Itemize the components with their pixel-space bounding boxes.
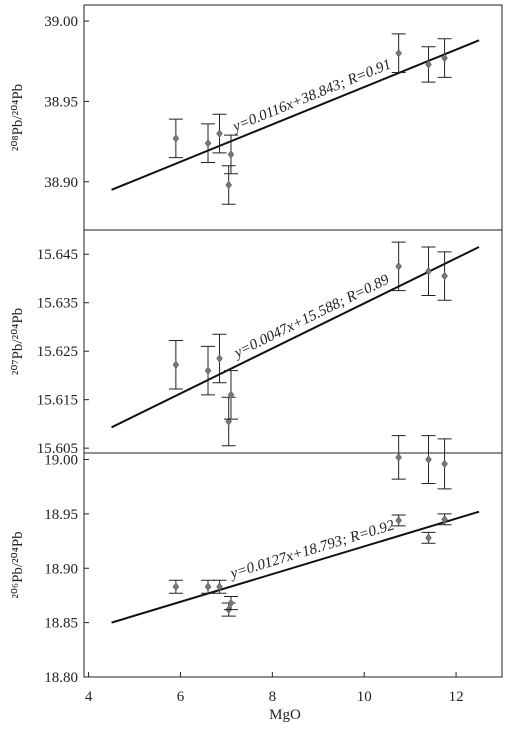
y-tick-label: 15.615 <box>37 393 78 409</box>
y-tick-label: 18.80 <box>44 670 78 686</box>
fit-line <box>111 246 480 429</box>
y-tick-label: 15.605 <box>37 441 78 457</box>
plot-frame <box>83 229 503 454</box>
data-point <box>425 533 432 543</box>
y-tick-label: 18.85 <box>44 616 78 632</box>
data-point <box>204 366 212 376</box>
fit-annotation: y=0.0127x+18.793; R=0.92 <box>227 517 397 582</box>
data-point <box>216 354 223 363</box>
data-point <box>425 60 432 69</box>
fit-line <box>111 510 480 624</box>
fit-annotation: y=0.0047x+15.588; R=0.89 <box>230 272 392 363</box>
y-tick-label: 18.90 <box>44 561 78 577</box>
data-point <box>425 455 432 464</box>
data-point <box>227 598 235 608</box>
data-point <box>395 48 402 58</box>
data-point <box>425 266 432 276</box>
data-point <box>225 180 233 190</box>
fit-annotation: y=0.0116x+38.843; R=0.91 <box>229 57 394 136</box>
x-tick-label: 8 <box>269 689 277 705</box>
y-axis-label: ²⁰⁸Pb/²⁰⁴Pb <box>10 84 26 151</box>
data-point <box>204 138 212 148</box>
data-point <box>204 582 212 592</box>
y-tick-label: 38.90 <box>44 175 78 191</box>
y-tick-label: 15.635 <box>37 296 78 312</box>
x-tick-label: 10 <box>357 689 372 705</box>
x-axis-label: MgO <box>269 707 301 723</box>
data-point <box>441 271 448 281</box>
data-point <box>216 129 223 138</box>
data-point <box>227 150 235 159</box>
y-axis-label: ²⁰⁶Pb/²⁰⁴Pb <box>10 531 26 598</box>
data-point <box>172 133 180 143</box>
x-tick-label: 4 <box>85 689 93 705</box>
y-tick-label: 38.95 <box>44 94 78 110</box>
data-point <box>395 452 402 462</box>
fit-line <box>111 39 480 191</box>
y-tick-label: 15.645 <box>37 247 78 263</box>
data-point <box>172 582 180 592</box>
y-tick-label: 19.00 <box>44 453 78 469</box>
data-point <box>441 53 448 63</box>
y-tick-label: 39.00 <box>44 14 78 30</box>
x-tick-label: 6 <box>177 689 185 705</box>
data-point <box>216 582 223 592</box>
data-point <box>395 261 402 271</box>
data-point <box>227 390 235 400</box>
x-tick-label: 12 <box>449 689 464 705</box>
y-axis-label: ²⁰⁷Pb/²⁰⁴Pb <box>10 308 26 375</box>
data-point <box>395 516 402 525</box>
data-point <box>172 360 180 370</box>
data-point <box>441 514 448 524</box>
plot-frame <box>83 452 503 678</box>
data-point <box>441 459 448 469</box>
y-tick-label: 18.95 <box>44 507 78 523</box>
y-tick-label: 15.625 <box>37 344 78 360</box>
